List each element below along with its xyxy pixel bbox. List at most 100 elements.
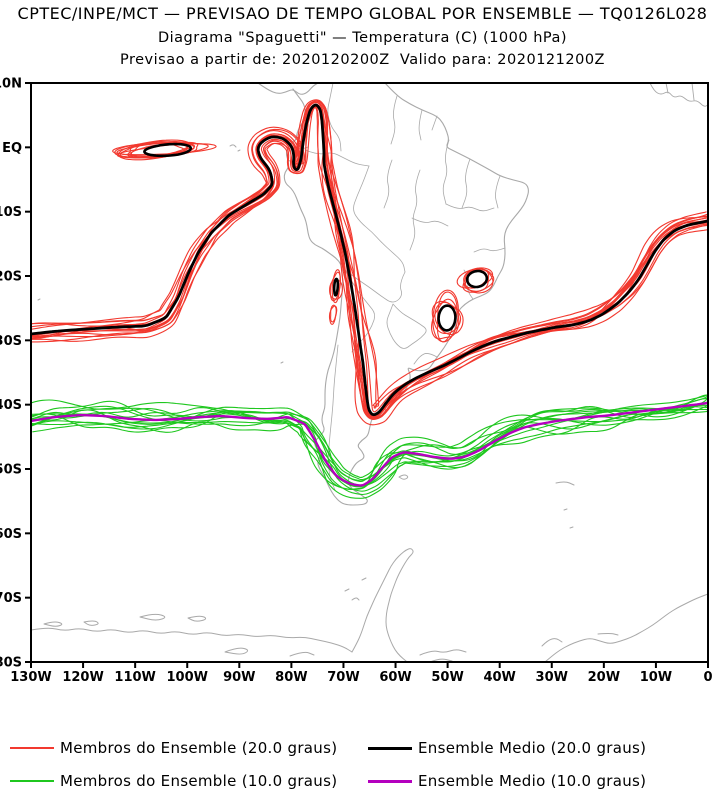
islands-coastline: [237, 149, 241, 152]
antarctica-coastline: [43, 621, 63, 627]
country-border: [431, 115, 438, 131]
ensemble-member-line-20c: [31, 100, 708, 420]
ensemble-member-line-10c: [31, 402, 708, 482]
ensemble-member-line-10c: [31, 401, 708, 490]
ensemble-members-20c-layer: [31, 99, 708, 426]
legend-label-members-10: Membros do Ensemble (10.0 graus): [60, 772, 338, 790]
antarctica-coastline: [139, 613, 166, 621]
lat-tick-label: 10S: [0, 205, 22, 220]
islands-coastline: [398, 474, 409, 480]
country-border: [445, 203, 495, 212]
islands-coastline: [229, 144, 237, 148]
axis-ticks: 130W 120W 110W 100W 90W 80W 70W 60W 50W 40W 30W 20W…: [0, 77, 713, 686]
basemap-coastlines: [31, 83, 708, 662]
legend-line-sample-mean-20: [368, 746, 412, 750]
lon-tick-label: 0: [703, 670, 712, 685]
lat-tick-label: 60S: [0, 527, 22, 542]
lat-tick-label: 80S: [0, 656, 22, 671]
islands-coastline: [280, 361, 284, 364]
country-border: [473, 247, 506, 253]
legend-item-mean-20: Ensemble Medio (20.0 graus): [368, 738, 646, 758]
map-canvas: 130W 120W 110W 100W 90W 80W 70W 60W 50W 40W 30W 20W…: [0, 77, 713, 686]
country-border: [409, 169, 421, 251]
lon-tick-label: 130W: [10, 670, 51, 685]
lat-tick-label: 40S: [0, 398, 22, 413]
lon-tick-label: 50W: [431, 670, 463, 685]
legend-line-sample-members-10: [10, 780, 54, 782]
country-border: [442, 139, 450, 205]
legend-label-members-20: Membros do Ensemble (20.0 graus): [60, 739, 338, 757]
chart-header: CPTEC/INPE/MCT — PREVISAO DE TEMPO GLOBA…: [0, 0, 725, 68]
ensemble-mean-contour-20c: [143, 142, 193, 158]
legend-item-mean-10: Ensemble Medio (10.0 graus): [368, 771, 646, 791]
lat-tick-label: 30S: [0, 334, 22, 349]
ensemble-member-line-10c: [31, 404, 708, 481]
ensemble-mean-contour-20c: [465, 269, 489, 289]
africa-coastline: [649, 83, 708, 107]
antarctica-coastline: [31, 627, 353, 653]
antarctica-coastline: [289, 651, 315, 657]
country-border: [386, 303, 427, 349]
antarctica-coastline: [83, 620, 99, 626]
ensemble-member-line-20c: [31, 101, 708, 419]
country-border: [390, 95, 398, 145]
ensemble-member-contour-20c: [331, 269, 341, 304]
lon-tick-label: 30W: [536, 670, 568, 685]
country-border: [327, 344, 339, 491]
lon-tick-label: 70W: [327, 670, 359, 685]
ensemble-member-contour-20c: [432, 289, 459, 343]
legend: Membros do Ensemble (20.0 graus) Ensembl…: [0, 733, 725, 792]
antarctica-coastline: [597, 633, 619, 636]
lat-tick-label: EQ: [2, 141, 22, 156]
legend-item-members-20: Membros do Ensemble (20.0 graus): [10, 738, 337, 758]
ensemble-member-contour-20c: [431, 298, 460, 340]
map-frame: [30, 82, 709, 663]
antarctica-coastline: [419, 649, 467, 656]
ensemble-member-line-10c: [31, 397, 708, 499]
country-border: [353, 165, 406, 273]
antarctica-coastline: [187, 615, 207, 622]
islands-coastline: [555, 481, 575, 486]
ensemble-mean-line-20c: [31, 103, 708, 417]
ensemble-member-line-10c: [31, 406, 708, 492]
legend-line-sample-members-20: [10, 747, 54, 749]
lat-tick-label: 20S: [0, 270, 22, 285]
lon-tick-label: 40W: [483, 670, 515, 685]
islands-coastline: [563, 508, 568, 511]
africa-coastline: [691, 83, 695, 101]
africa-coastline: [665, 83, 669, 94]
lon-tick-label: 20W: [588, 670, 620, 685]
country-border: [304, 149, 370, 167]
islands-coastline: [569, 526, 574, 529]
legend-line-sample-mean-10: [368, 779, 412, 783]
ensemble-mean-contour-20c: [437, 304, 457, 332]
antarctica-coastline: [344, 588, 350, 592]
lon-tick-label: 60W: [379, 670, 411, 685]
ensemble-member-contour-20c: [463, 268, 494, 294]
lat-tick-label: 50S: [0, 463, 22, 478]
country-border: [411, 217, 449, 227]
ensemble-member-contour-20c: [329, 271, 341, 302]
country-border: [344, 269, 406, 303]
coastline: [257, 83, 319, 95]
antarctica-coastline: [541, 638, 563, 647]
ensemble-mean-10c-layer: [31, 401, 708, 487]
lon-tick-label: 100W: [166, 670, 207, 685]
antarctica-coastline: [351, 597, 360, 601]
country-border: [418, 109, 423, 141]
lon-tick-label: 110W: [114, 670, 155, 685]
page-title: CPTEC/INPE/MCT — PREVISAO DE TEMPO GLOBA…: [17, 4, 708, 23]
lon-tick-label: 10W: [640, 670, 672, 685]
forecast-period-line: Previsao a partir de: 2020120200Z Valido…: [120, 52, 605, 68]
ensemble-member-line-10c: [31, 394, 708, 479]
lat-tick-label: 10N: [0, 77, 22, 92]
ensemble-member-line-20c: [31, 104, 708, 420]
ensemble-member-line-20c: [31, 106, 708, 417]
ensemble-member-line-20c: [31, 106, 707, 417]
country-border: [327, 83, 342, 152]
ensemble-mean-contour-20c: [332, 277, 340, 297]
ensemble-mean-line-10c: [31, 401, 708, 487]
lon-tick-label: 90W: [223, 670, 255, 685]
legend-label-mean-10: Ensemble Medio (10.0 graus): [418, 772, 647, 790]
